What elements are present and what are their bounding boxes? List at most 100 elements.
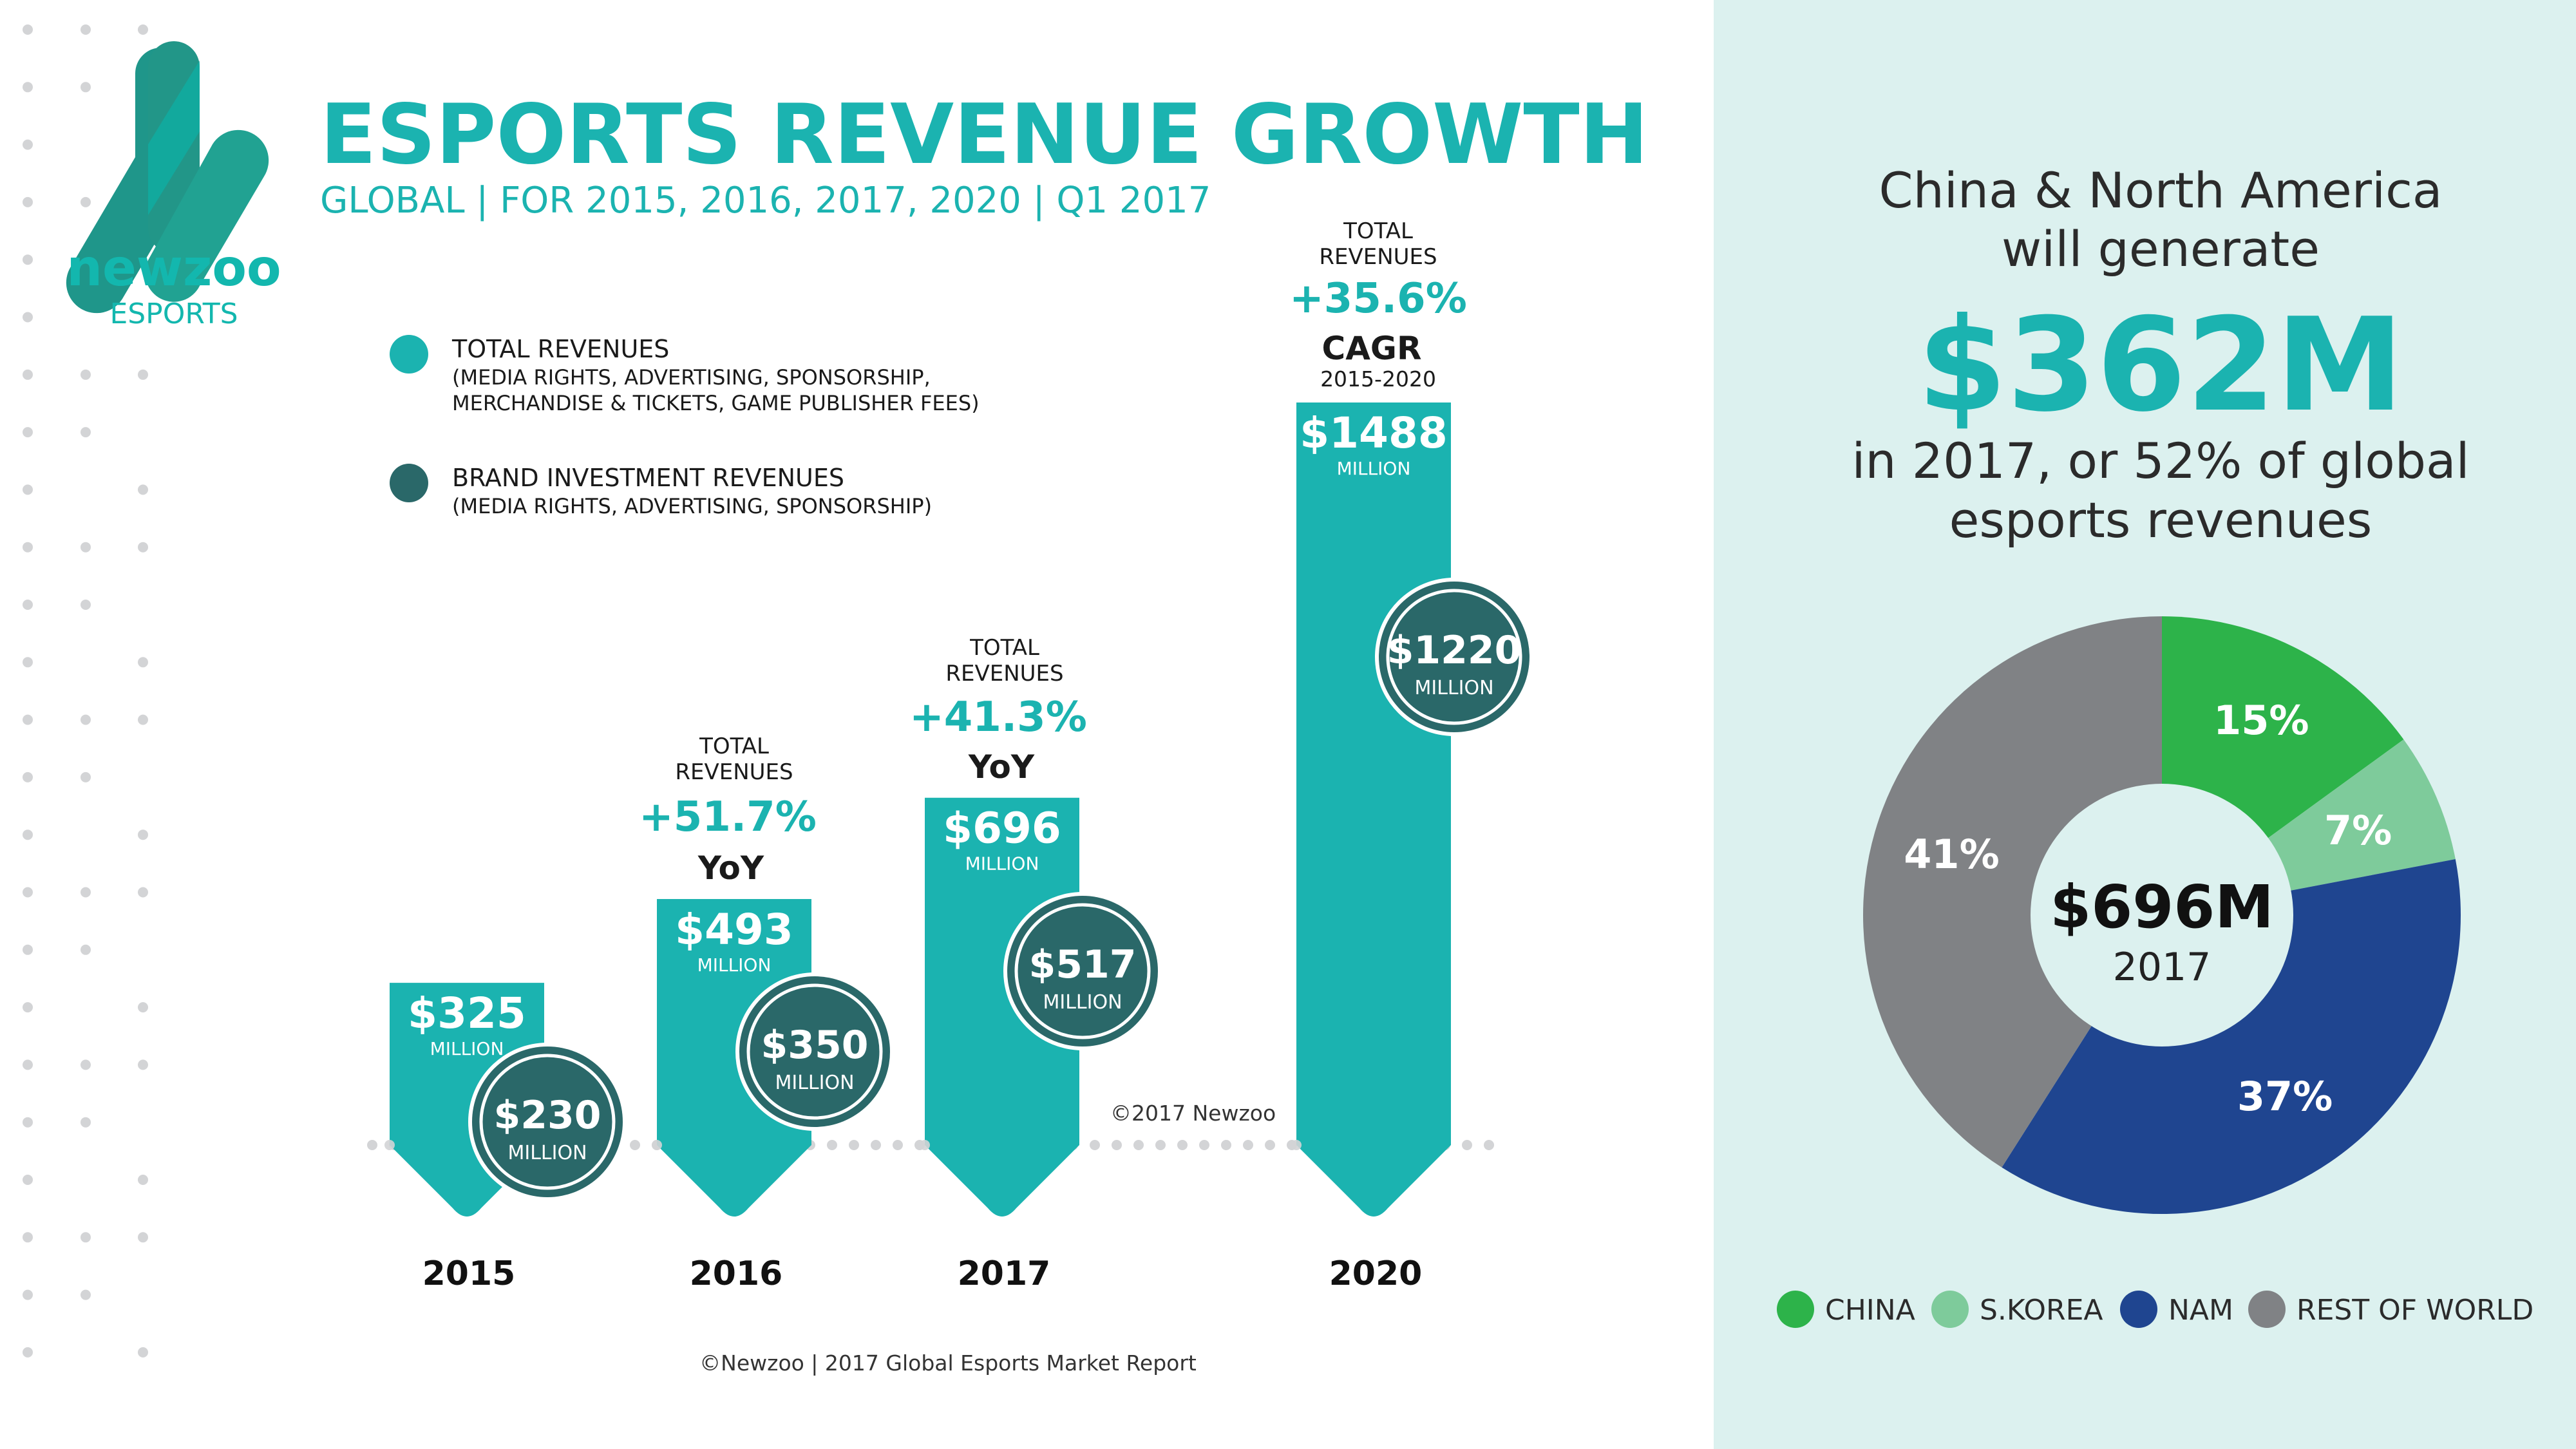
baseline-dot — [1155, 1140, 1166, 1150]
decor-dot — [138, 887, 148, 898]
slice-label: 15% — [2213, 697, 2309, 744]
brand-investment-badge: $1220 MILLION — [1375, 578, 1533, 736]
svg-text:TOTAL: TOTAL — [969, 635, 1039, 661]
baseline-dot — [1221, 1140, 1231, 1150]
brand-value-label: $1220 — [1387, 628, 1522, 673]
page-title: ESPORTS REVENUE GROWTH — [320, 87, 1649, 183]
decor-dot — [23, 772, 33, 782]
unit-label: MILLION — [775, 1072, 854, 1094]
decor-dot — [23, 887, 33, 898]
decor-dot — [23, 369, 33, 380]
svg-text:REVENUES: REVENUES — [1319, 244, 1437, 270]
total-value-label: $325 — [408, 989, 526, 1038]
footer-source: ©Newzoo | 2017 Global Esports Market Rep… — [699, 1350, 1197, 1376]
decor-dot — [23, 254, 33, 265]
brand-value-label: $350 — [761, 1023, 869, 1068]
year-label: 2015 — [422, 1255, 516, 1293]
svg-text:+51.7%: +51.7% — [639, 793, 817, 841]
year-label: 2020 — [1329, 1255, 1423, 1293]
baseline-dot — [849, 1140, 859, 1150]
chart-legend: TOTAL REVENUES (MEDIA RIGHTS, ADVERTISIN… — [390, 335, 980, 518]
brand-value-label: $517 — [1029, 942, 1137, 987]
legend-swatch — [2248, 1291, 2286, 1328]
slice-label: 37% — [2237, 1073, 2333, 1120]
svg-text:+35.6%: +35.6% — [1289, 275, 1467, 323]
svg-text:in 2017, or 52% of global: in 2017, or 52% of global — [1852, 432, 2469, 489]
decor-dot — [138, 369, 148, 380]
total-revenue-bar — [1296, 402, 1451, 1217]
slice-label: 7% — [2324, 807, 2392, 854]
svg-text:YoY: YoY — [968, 748, 1035, 786]
decor-dot — [23, 427, 33, 438]
legend-swatch — [2120, 1291, 2157, 1328]
pie-legend: CHINA S.KOREA NAM REST OF WORLD — [1777, 1291, 2533, 1328]
decor-dot — [23, 1289, 33, 1300]
decor-dot — [80, 427, 91, 438]
unit-label: MILLION — [1414, 677, 1493, 699]
svg-text:CAGR: CAGR — [1322, 330, 1422, 367]
decor-dot — [80, 1289, 91, 1300]
unit-label: MILLION — [507, 1142, 587, 1164]
decor-dot — [23, 1059, 33, 1070]
donut-hole — [2031, 784, 2293, 1046]
baseline-dot — [1133, 1140, 1144, 1150]
baseline-dot — [630, 1140, 640, 1150]
legend-label: S.KOREA — [1980, 1294, 2103, 1327]
svg-text:China & North America: China & North America — [1879, 162, 2443, 219]
decor-dot — [80, 82, 91, 93]
decor-dot — [80, 600, 91, 610]
svg-text:TOTAL: TOTAL — [1343, 218, 1413, 244]
decor-dot — [138, 1002, 148, 1013]
svg-text:ESPORTS: ESPORTS — [109, 298, 238, 330]
year-label: 2017 — [958, 1255, 1051, 1293]
decor-dot — [23, 1347, 33, 1358]
svg-text:esports revenues: esports revenues — [1949, 491, 2372, 549]
total-revenue-bar — [657, 898, 811, 1217]
baseline-dot — [1462, 1140, 1472, 1150]
annotation-2016: TOTAL REVENUES +51.7% YoY — [639, 734, 817, 887]
decor-dot — [23, 484, 33, 495]
decor-dot — [80, 24, 91, 35]
baseline-dot — [827, 1140, 837, 1150]
legend-label: CHINA — [1825, 1294, 1915, 1327]
legend-detail: MERCHANDISE & TICKETS, GAME PUBLISHER FE… — [452, 391, 980, 415]
decor-dot — [23, 1117, 33, 1128]
dot-grid-decoration — [23, 24, 148, 1358]
decor-dot — [23, 196, 33, 207]
baseline-dot — [1243, 1140, 1253, 1150]
svg-text:REVENUES: REVENUES — [675, 759, 793, 785]
svg-text:REVENUES: REVENUES — [945, 661, 1063, 687]
decor-dot — [23, 24, 33, 35]
legend-label-brand: BRAND INVESTMENT REVENUES — [452, 464, 844, 492]
slice-nam — [2002, 859, 2461, 1215]
decor-dot — [138, 1175, 148, 1185]
legend-swatch-brand — [390, 464, 428, 502]
legend-item-nam: NAM — [2120, 1291, 2233, 1328]
legend-swatch-total — [390, 335, 428, 374]
decor-dot — [23, 657, 33, 668]
annotation-2020: TOTAL REVENUES +35.6% CAGR 2015-2020 — [1289, 218, 1467, 392]
donut-center-value: $696M — [2050, 873, 2274, 942]
svg-text:2015-2020: 2015-2020 — [1320, 366, 1436, 392]
bar-2020: $1488 MILLION$1220 MILLION 2020 — [1291, 402, 1533, 1293]
decor-dot — [23, 139, 33, 150]
total-value-label: $696 — [943, 804, 1061, 853]
slice-rest-of-world — [1863, 616, 2162, 1168]
decor-dot — [138, 24, 148, 35]
legend-label: NAM — [2168, 1294, 2233, 1327]
svg-text:will generate: will generate — [2002, 220, 2320, 278]
decor-dot — [138, 657, 148, 668]
unit-label: MILLION — [1043, 991, 1122, 1014]
svg-text:TOTAL: TOTAL — [699, 734, 769, 759]
decor-dot — [138, 829, 148, 840]
decor-dot — [138, 714, 148, 725]
total-value-label: $1488 — [1300, 408, 1448, 458]
annotation-2017: TOTAL REVENUES +41.3% YoY — [909, 635, 1087, 786]
legend-item-s-korea: S.KOREA — [1931, 1291, 2103, 1328]
baseline-dot — [1112, 1140, 1122, 1150]
decor-dot — [80, 542, 91, 553]
unit-label: MILLION — [965, 853, 1039, 875]
decor-dot — [80, 944, 91, 955]
